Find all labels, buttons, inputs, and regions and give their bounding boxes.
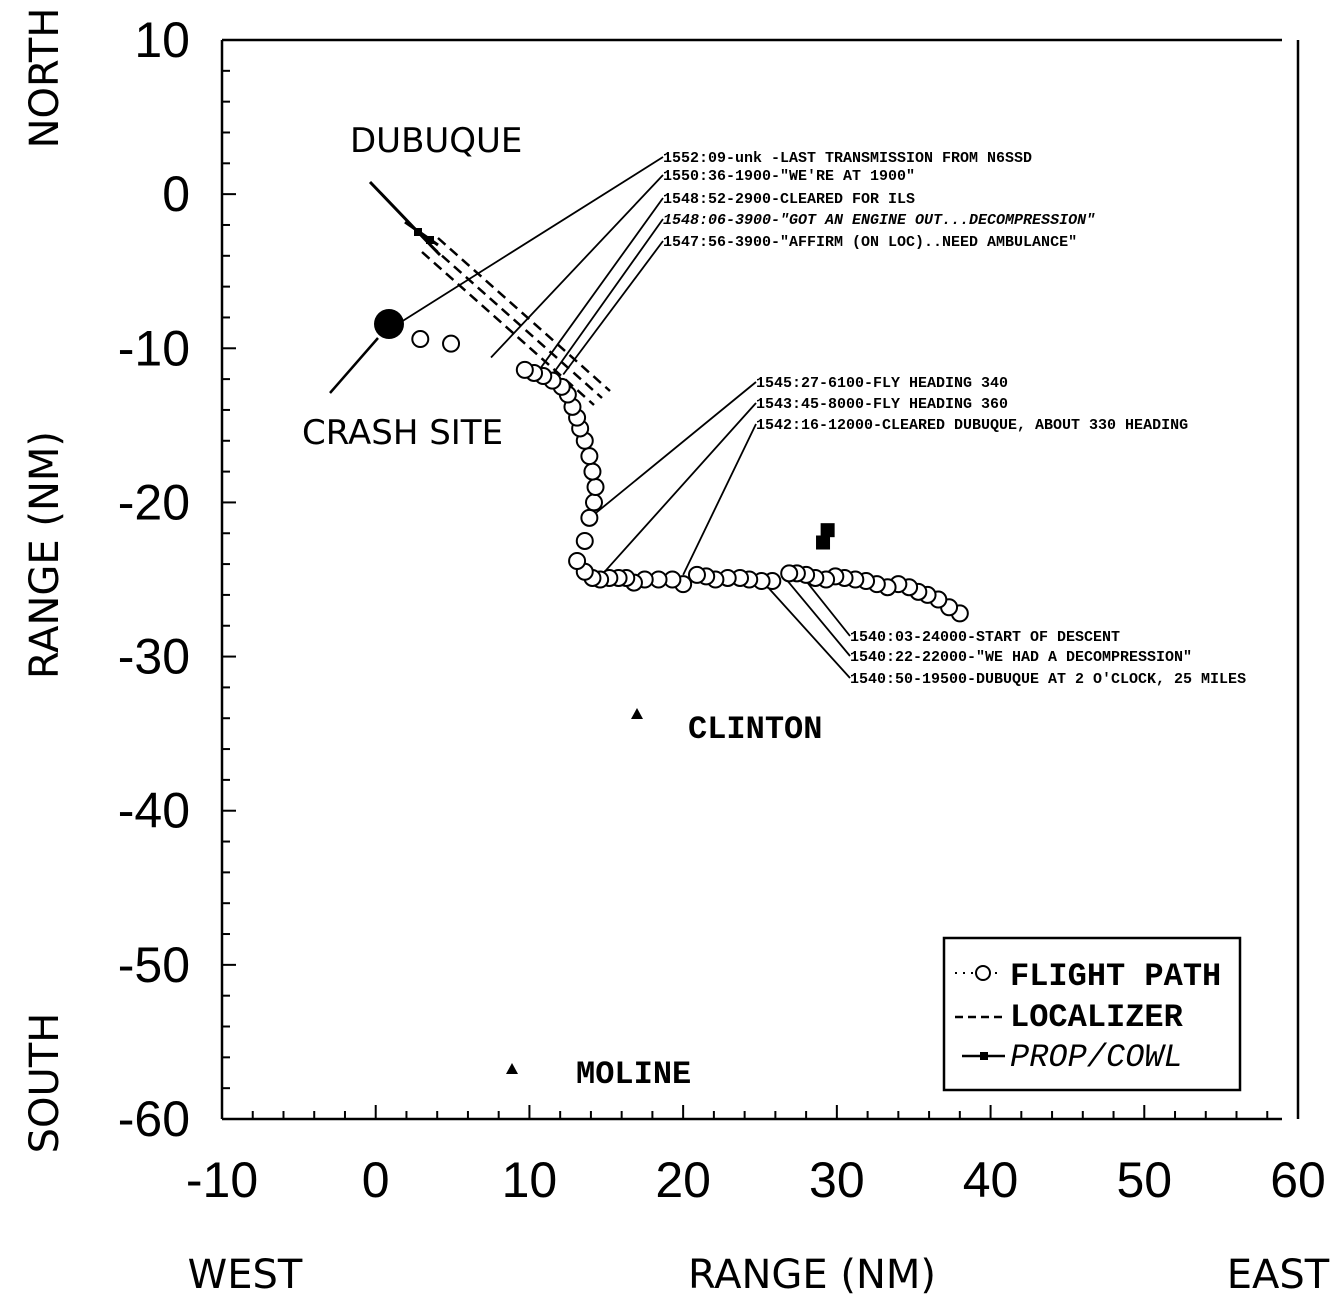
annotations: 1552:09-unk -LAST TRANSMISSION FROM N6SS…	[663, 150, 1246, 688]
axis-ticks	[221, 39, 1299, 1120]
legend-prop-cowl-swatch	[962, 1052, 1005, 1060]
crash-site-marker	[374, 309, 404, 339]
annotation-leader	[602, 402, 757, 574]
flight-path-point	[575, 531, 594, 550]
x-tick-label: 20	[655, 1152, 711, 1208]
x-tick-label: 60	[1270, 1152, 1326, 1208]
annotation-label: 1552:09-unk -LAST TRANSMISSION FROM N6SS…	[663, 150, 1032, 167]
annotation-label: 1548:06-3900-"GOT AN ENGINE OUT...DECOMP…	[663, 212, 1095, 229]
x-tick-label: 0	[362, 1152, 390, 1208]
annotation-leaders	[390, 156, 851, 679]
annotation-label: 1540:03-24000-START OF DESCENT	[850, 629, 1120, 646]
flight-path-point	[580, 508, 599, 527]
legend-prop-cowl-label: PROP/COWL	[1010, 1039, 1183, 1076]
y-tick-label: -20	[118, 474, 190, 530]
south-label: SOUTH	[22, 1013, 68, 1154]
prop-cowl-series	[404, 220, 835, 550]
annotation-leader	[536, 197, 664, 374]
localizer-line	[368, 180, 442, 257]
y-tick-label: -10	[118, 320, 190, 376]
legend-flight-path-label: FLIGHT PATH	[1010, 958, 1221, 995]
x-tick-label: 10	[502, 1152, 558, 1208]
legend-box	[942, 936, 1242, 1092]
tick-labels: 100-10-20-30-40-50-60-10 0 10 20 30 40 50 60	[118, 12, 1326, 1208]
annotation-leader	[799, 572, 851, 637]
flight-path-point	[411, 330, 430, 349]
y-tick-label: 0	[162, 166, 190, 222]
annotation-label: 1547:56-3900-"AFFIRM (ON LOC)..NEED AMBU…	[663, 234, 1077, 251]
y-tick-label: -30	[118, 629, 190, 685]
legend: FLIGHT PATH LOCALIZER PROP/COWL	[942, 936, 1242, 1092]
annotation-leader	[786, 580, 851, 657]
prop-cowl-marker	[414, 228, 422, 236]
moline-label: MOLINE	[576, 1056, 691, 1093]
prop-cowl-marker	[816, 535, 831, 550]
clinton-label: CLINTON	[688, 711, 822, 748]
x-tick-label: 40	[963, 1152, 1019, 1208]
annotation-label: 1545:27-6100-FLY HEADING 340	[756, 375, 1008, 392]
annotation-label: 1550:36-1900-"WE'RE AT 1900"	[663, 168, 915, 185]
annotation-leader	[551, 218, 664, 376]
localizer-line	[437, 237, 611, 392]
annotation-leader	[390, 156, 664, 330]
east-label: EAST	[1227, 1252, 1330, 1297]
flight-path-point	[515, 360, 534, 379]
y-tick-label: 10	[134, 12, 190, 68]
dubuque-label: DUBUQUE	[350, 121, 522, 161]
flight-path-point	[584, 493, 603, 512]
x-axis-label: RANGE (NM)	[688, 1252, 936, 1297]
annotation-leader	[768, 588, 851, 679]
clinton-marker	[631, 708, 643, 719]
flight-path-point	[583, 462, 602, 481]
flight-path-point	[687, 565, 706, 584]
crash-site	[329, 309, 404, 394]
annotation-label: 1542:16-12000-CLEARED DUBUQUE, ABOUT 330…	[756, 417, 1188, 434]
flight-path-series	[411, 330, 969, 623]
annotation-label: 1548:52-2900-CLEARED FOR ILS	[663, 191, 915, 208]
x-tick-label: 30	[809, 1152, 865, 1208]
crash-site-label: CRASH SITE	[302, 413, 503, 453]
annotation-label: 1543:45-8000-FLY HEADING 360	[756, 396, 1008, 413]
crash-site-pointer	[329, 337, 379, 394]
flight-path-point	[568, 552, 587, 571]
north-label: NORTH	[22, 8, 68, 149]
flight-path-point	[580, 447, 599, 466]
y-tick-label: -60	[118, 1091, 190, 1147]
y-tick-label: -40	[118, 783, 190, 839]
annotation-label: 1540:22-22000-"WE HAD A DECOMPRESSION"	[850, 649, 1192, 666]
annotation-leader	[562, 240, 664, 376]
flight-path-point	[780, 564, 799, 583]
moline-marker	[506, 1063, 518, 1074]
plot-frame	[220, 38, 1300, 1121]
legend-localizer-label: LOCALIZER	[1010, 999, 1184, 1036]
x-tick-label: 50	[1116, 1152, 1172, 1208]
annotation-leader	[594, 381, 757, 514]
west-label: WEST	[188, 1252, 303, 1297]
flight-path-point	[586, 478, 605, 497]
x-tick-label: -10	[186, 1152, 258, 1208]
annotation-leader	[682, 423, 757, 576]
localizer-series	[368, 180, 611, 406]
prop-cowl-marker	[820, 523, 835, 538]
localizer-line	[421, 251, 595, 406]
flight-path-point	[442, 334, 461, 353]
y-axis-label: RANGE (NM)	[22, 431, 68, 679]
y-tick-label: -50	[118, 937, 190, 993]
legend-flight-path-swatch	[955, 965, 1000, 981]
prop-cowl-marker	[426, 236, 434, 244]
annotation-label: 1540:50-19500-DUBUQUE AT 2 O'CLOCK, 25 M…	[850, 671, 1246, 688]
localizer-line	[429, 244, 603, 399]
annotation-leader	[490, 174, 664, 359]
